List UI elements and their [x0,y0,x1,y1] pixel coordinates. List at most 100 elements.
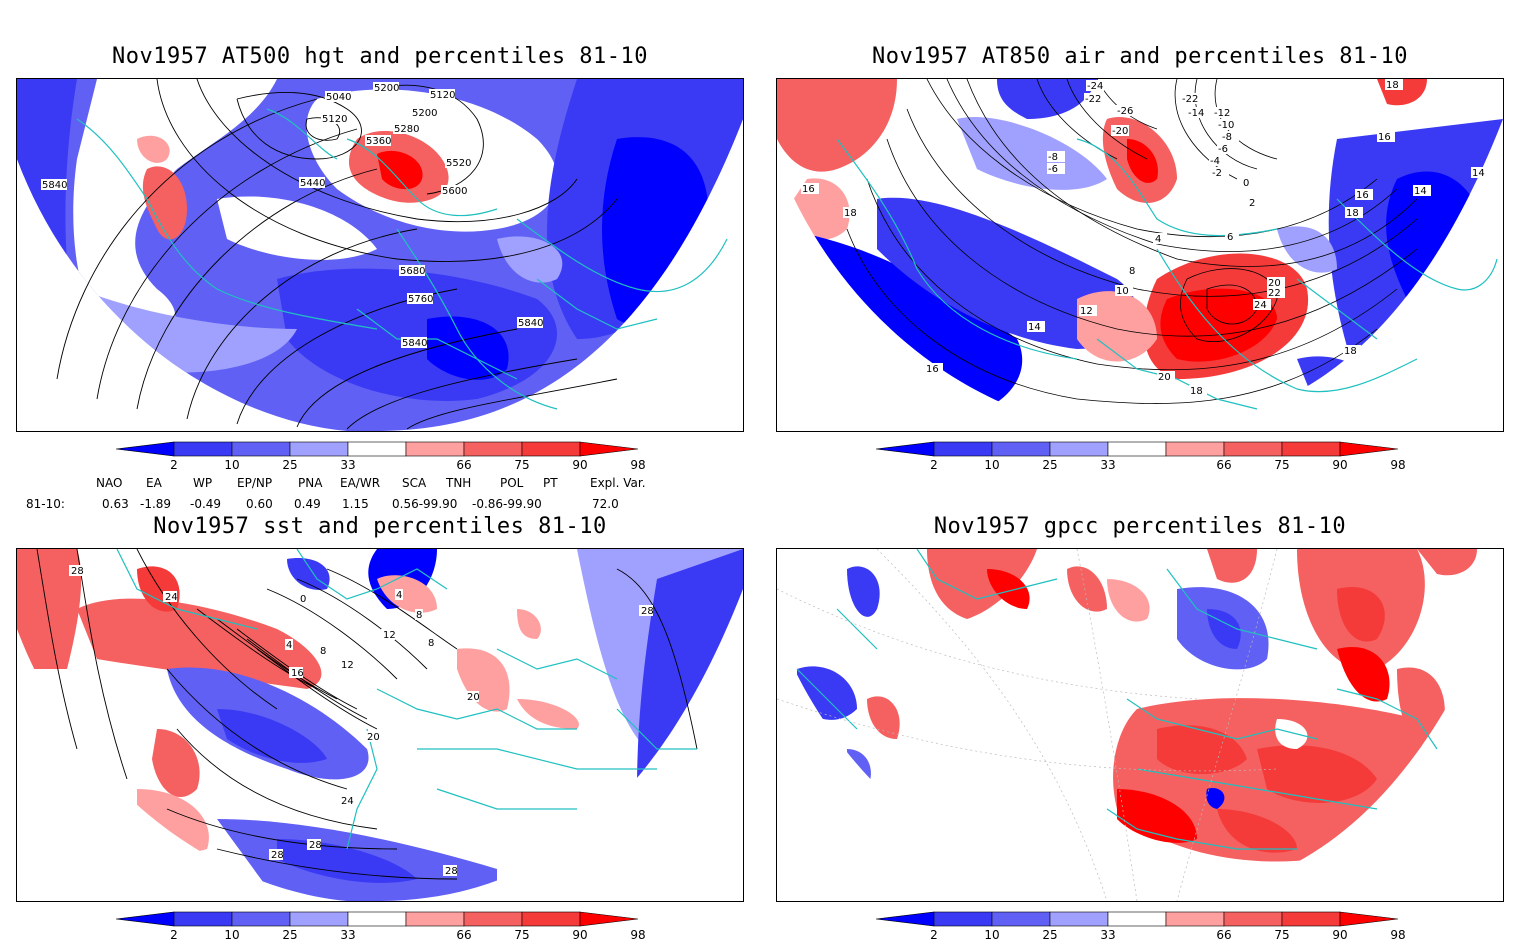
contour-label: 5280 [393,123,419,135]
colorbar-tick-label: 2 [930,928,938,942]
contour-label: 20 [1267,277,1285,289]
panel-title-hgt500: Nov1957 AT500 hgt and percentiles 81-10 [111,44,649,69]
index-value-epnp: 0.60 [246,497,273,511]
colorbar-segment [1107,911,1167,927]
index-header-wp: WP [193,476,213,490]
svg-text:12: 12 [341,660,354,671]
contour-label: -22 [1084,93,1102,105]
svg-text:22: 22 [1268,288,1281,299]
contour-label: 4 [395,589,403,601]
hgt500-map: 5040 5200 5120 5120 5200 5280 5360 5520 … [17,79,743,431]
contour-label: 28 [639,605,654,617]
colorbar-tick-label: 98 [630,458,645,472]
colorbar-tick-label: 90 [1332,928,1347,942]
svg-text:18: 18 [1190,386,1203,397]
index-value-eawr: 1.15 [342,497,369,511]
contour-label: 5520 [445,157,471,169]
contour-label: 5440 [299,177,325,189]
index-value-pna: 0.49 [294,497,321,511]
svg-text:20: 20 [1268,278,1281,289]
index-value-sca-tnh: 0.56-99.90 [392,497,458,511]
index-header-epnp: EP/NP [237,476,273,490]
contour-label: -14 [1187,107,1205,119]
svg-text:28: 28 [309,840,322,851]
svg-text:-2: -2 [1212,168,1222,179]
contour-label: 6 [1225,231,1239,243]
contour-label: 28 [307,839,322,851]
panel-title-gpcc: Nov1957 gpcc percentiles 81-10 [933,514,1347,539]
svg-text:14: 14 [1414,186,1427,197]
contour-label: -8 [1047,151,1065,163]
colorbar-tick-label: 25 [282,928,297,942]
colorbar-segment [347,911,407,927]
svg-text:12: 12 [1080,306,1093,317]
svg-text:20: 20 [1158,372,1171,383]
svg-text:18: 18 [844,208,857,219]
map-panel-sst: 28 24 0 4 8 12 16 4 8 12 20 20 24 28 28 … [16,548,744,902]
contour-label: 18 [1189,385,1207,397]
colorbar-segment [289,441,349,457]
panel-title-sst: Nov1957 sst and percentiles 81-10 [153,514,607,539]
svg-text:5120: 5120 [430,90,455,101]
colorbar-tick-label: 25 [1042,458,1057,472]
colorbar-segment [991,441,1051,457]
contour-label: 10 [1115,285,1133,297]
svg-text:5680: 5680 [400,266,425,277]
svg-text:28: 28 [71,566,84,577]
contour-label: 5360 [365,135,391,147]
contour-label: 16 [925,363,943,375]
svg-text:4: 4 [396,590,402,601]
colorbar-segment [231,441,291,457]
colorbar-segment [1281,911,1341,927]
svg-text:8: 8 [1129,266,1135,277]
colorbar-segment [1281,441,1341,457]
svg-text:12: 12 [383,630,396,641]
svg-text:5760: 5760 [408,294,433,305]
colorbar-segment [933,441,993,457]
colorbar-segment [405,441,465,457]
svg-text:-6: -6 [1048,164,1058,175]
colorbar-tick-label: 90 [1332,458,1347,472]
contour-label: 16 [289,667,304,679]
contour-label: 0 [1241,177,1255,189]
colorbar-segment [463,911,523,927]
contour-label: 5760 [407,293,433,305]
svg-text:24: 24 [1254,300,1267,311]
contour-label: 18 [1343,345,1361,357]
air850-map: -24 -22 -26 -22 -14 -12 -20 -10 -8 -8 -6… [777,79,1503,431]
svg-text:-8: -8 [1048,152,1058,163]
contour-label: 18 [843,207,861,219]
colorbar-tick-label: 98 [1390,458,1405,472]
colorbar-tick-label: 66 [1216,458,1231,472]
contour-label: -4 [1209,155,1227,167]
index-row-label: 81-10: [26,497,65,511]
colorbar-tick-label: 75 [514,928,529,942]
svg-text:16: 16 [1356,190,1369,201]
index-value-nao: 0.63 [102,497,129,511]
colorbar-tick-label: 66 [456,458,471,472]
index-header-sca: SCA [402,476,427,490]
svg-text:4: 4 [1155,234,1161,245]
colorbar-bottom-left: 2 10 25 33 66 75 90 98 [115,910,646,948]
colorbar-segment [1107,441,1167,457]
contour-label: 24 [163,591,178,603]
svg-text:28: 28 [271,850,284,861]
colorbar-arrow-high [579,911,639,927]
colorbar-segment [1223,441,1283,457]
map-panel-hgt500: 5040 5200 5120 5120 5200 5280 5360 5520 … [16,78,744,432]
colorbar-tick-label: 2 [170,928,178,942]
svg-text:0: 0 [1243,178,1249,189]
svg-text:5360: 5360 [366,136,391,147]
colorbar-tick-label: 98 [630,928,645,942]
svg-text:5200: 5200 [374,83,399,94]
colorbar-arrow-high [1339,441,1399,457]
colorbar-top-left: 2 10 25 33 66 75 90 98 [115,440,646,478]
contour-label: 12 [339,659,354,671]
colorbar-segment [463,441,523,457]
contour-label: 14 [1471,167,1489,179]
svg-text:-8: -8 [1222,132,1232,143]
colorbar-tick-label: 75 [1274,928,1289,942]
colorbar-tick-label: 10 [984,928,999,942]
svg-text:-26: -26 [1117,106,1133,117]
svg-text:5520: 5520 [446,158,471,169]
